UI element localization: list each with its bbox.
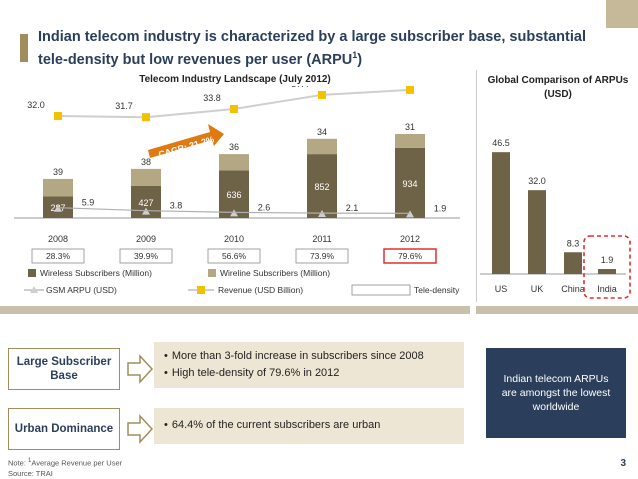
bullets-subscriber-base: More than 3-fold increase in subscribers… — [154, 342, 464, 388]
tick-country: UK — [531, 284, 544, 294]
cagr-arrow — [148, 124, 224, 158]
bar-arpu — [598, 269, 616, 274]
label-teledensity: 56.6% — [222, 251, 247, 261]
legend-wireless: Wireless Subscribers (Million) — [40, 268, 152, 278]
legend-marker-revenue — [197, 286, 205, 294]
row-label-subscriber-base: Large Subscriber Base — [8, 348, 120, 390]
label-arpu: 1.9 — [434, 203, 447, 213]
revenue-marker — [230, 104, 238, 113]
bar-wireline — [395, 134, 425, 148]
label-wireline: 31 — [405, 122, 415, 132]
bar-wireline — [131, 168, 161, 186]
slide-title: Indian telecom industry is characterized… — [38, 29, 586, 68]
section-band-left — [0, 306, 470, 314]
bullet-item: High tele-density of 79.6% in 2012 — [164, 365, 454, 382]
row-large-subscriber-base: Large Subscriber Base More than 3-fold i… — [8, 340, 470, 402]
label-teledensity: 28.3% — [46, 251, 71, 261]
bar-wireline — [307, 138, 337, 155]
label-wireline: 34 — [317, 127, 327, 137]
bar-wireless — [307, 154, 337, 218]
panel-divider — [476, 70, 477, 302]
label-arpu: 3.8 — [170, 201, 183, 211]
callout-box: Indian telecom ARPUs are amongst the low… — [486, 348, 626, 438]
legend-swatch-wireless — [28, 269, 36, 277]
label-teledensity: 39.9% — [134, 251, 159, 261]
label-teledensity: 73.9% — [310, 251, 335, 261]
arpu-chart-title: Global Comparison of ARPUs (USD) — [487, 75, 629, 100]
bar-arpu — [492, 152, 510, 274]
revenue-marker — [54, 112, 62, 120]
label-revenue: 32.0 — [27, 100, 45, 110]
label-wireless: 852 — [314, 182, 329, 192]
legend-arpu: GSM ARPU (USD) — [46, 285, 117, 295]
bullet-item: More than 3-fold increase in subscribers… — [164, 348, 454, 365]
tick-country: US — [495, 284, 508, 294]
tick-year: 2009 — [136, 234, 156, 244]
label-arpu: 2.1 — [346, 203, 359, 213]
bar-wireline — [219, 154, 249, 171]
label-arpu: 5.9 — [82, 198, 95, 208]
page-number: 3 — [620, 458, 626, 469]
label-arpu-value: 32.0 — [528, 176, 546, 186]
label-wireline: 39 — [53, 167, 63, 177]
title-accent-bar — [20, 34, 28, 62]
teledensity-pill — [119, 248, 173, 264]
bar-wireline — [43, 178, 73, 197]
tick-country: India — [597, 284, 617, 294]
legend-marker-arpu — [30, 286, 38, 293]
corner-tab — [606, 0, 638, 28]
teledensity-pill — [295, 248, 349, 264]
revenue-marker — [318, 90, 326, 99]
legend-teledensity: Tele-density — [414, 285, 460, 295]
india-highlight — [583, 235, 631, 299]
label-arpu-value: 46.5 — [492, 138, 510, 148]
tick-year: 2012 — [400, 234, 420, 244]
label-arpu-value: 1.9 — [601, 255, 614, 265]
legend-swatch-wireline — [208, 269, 216, 277]
tick-country: China — [561, 284, 585, 294]
bullet-item: 64.4% of the current subscribers are urb… — [164, 417, 454, 434]
bar-arpu — [564, 252, 582, 274]
bar-wireless — [395, 147, 425, 218]
revenue-marker — [142, 113, 150, 122]
tick-year: 2011 — [312, 234, 331, 244]
row-label-urban-dominance: Urban Dominance — [8, 408, 120, 450]
footnote: Note: 1Average Revenue per User Source: … — [8, 458, 123, 478]
revenue-line — [57, 88, 411, 119]
revenue-marker — [406, 86, 414, 94]
arrow-right-icon — [127, 414, 154, 444]
landscape-chart: 2873932.05.9200828.3%4273831.73.8200939.… — [14, 86, 460, 296]
arpu-comparison-chart: 46.5 US 32.0 UK 8.3 China 1.9 India — [480, 138, 631, 299]
label-revenue: 33.8 — [203, 93, 221, 103]
arpu-marker — [406, 210, 414, 218]
arrow-right-icon — [127, 354, 154, 384]
label-revenue: 31.7 — [115, 101, 133, 111]
teledensity-pill — [31, 248, 85, 264]
landscape-chart-title: Telecom Industry Landscape (July 2012) — [139, 74, 331, 85]
teledensity-pill — [383, 248, 437, 264]
legend-wireline: Wireline Subscribers (Million) — [220, 268, 330, 278]
label-wireless: 636 — [226, 190, 241, 200]
cagr-label: CAGR: 31.2% — [157, 134, 215, 159]
tick-year: 2010 — [224, 234, 244, 244]
bullets-urban-dominance: 64.4% of the current subscribers are urb… — [154, 408, 464, 444]
label-arpu: 2.6 — [258, 202, 271, 212]
legend-swatch-teledensity — [351, 284, 411, 296]
label-wireless: 427 — [138, 198, 153, 208]
footer-band — [0, 450, 620, 479]
teledensity-pill — [207, 248, 261, 264]
label-revenue: 37.4 — [291, 86, 309, 89]
section-band-right — [476, 306, 638, 314]
legend-revenue: Revenue (USD Billion) — [218, 285, 303, 295]
label-wireline: 36 — [229, 142, 239, 152]
arpu-line — [57, 207, 411, 214]
label-teledensity: 79.6% — [398, 251, 423, 261]
tick-year: 2008 — [48, 234, 68, 244]
bar-arpu — [528, 190, 546, 274]
row-urban-dominance: Urban Dominance 64.4% of the current sub… — [8, 400, 470, 462]
top-band — [0, 0, 638, 8]
label-arpu-value: 8.3 — [567, 238, 580, 248]
label-wireless: 934 — [402, 179, 417, 189]
label-wireline: 38 — [141, 157, 151, 167]
